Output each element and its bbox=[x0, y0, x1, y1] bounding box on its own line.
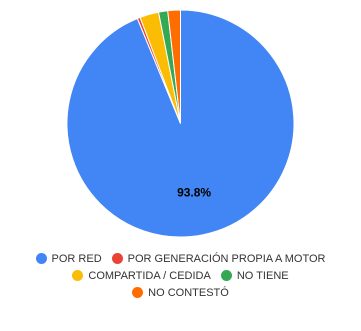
legend-swatch bbox=[220, 270, 232, 281]
legend-item: NO TIENE bbox=[220, 269, 289, 282]
legend-row: POR RED POR GENERACIÓN PROPIA A MOTOR bbox=[0, 250, 361, 267]
legend-row: COMPARTIDA / CEDIDA NO TIENE bbox=[0, 267, 361, 284]
legend-label: COMPARTIDA / CEDIDA bbox=[88, 269, 211, 282]
legend-item: COMPARTIDA / CEDIDA bbox=[72, 269, 211, 282]
legend-row: NO CONTESTÓ bbox=[0, 284, 361, 301]
legend-swatch bbox=[72, 270, 84, 281]
pie-slice-por-red bbox=[66, 9, 295, 238]
legend-item: NO CONTESTÓ bbox=[132, 287, 229, 299]
legend-label: POR GENERACIÓN PROPIA A MOTOR bbox=[127, 252, 326, 265]
chart-legend: POR RED POR GENERACIÓN PROPIA A MOTOR COMP… bbox=[0, 250, 361, 301]
legend-label: NO CONTESTÓ bbox=[148, 286, 229, 299]
legend-swatch bbox=[132, 287, 144, 298]
legend-item: POR RED bbox=[35, 252, 102, 265]
pie-chart: 93.8% bbox=[66, 9, 295, 238]
legend-label: NO TIENE bbox=[236, 269, 289, 282]
pie-slice-no-contest bbox=[167, 9, 181, 124]
legend-label: POR RED bbox=[51, 252, 102, 265]
slice-value-label: 93.8% bbox=[177, 186, 211, 200]
legend-item: POR GENERACIÓN PROPIA A MOTOR bbox=[111, 252, 326, 265]
legend-swatch bbox=[35, 253, 47, 264]
legend-swatch bbox=[111, 253, 123, 264]
